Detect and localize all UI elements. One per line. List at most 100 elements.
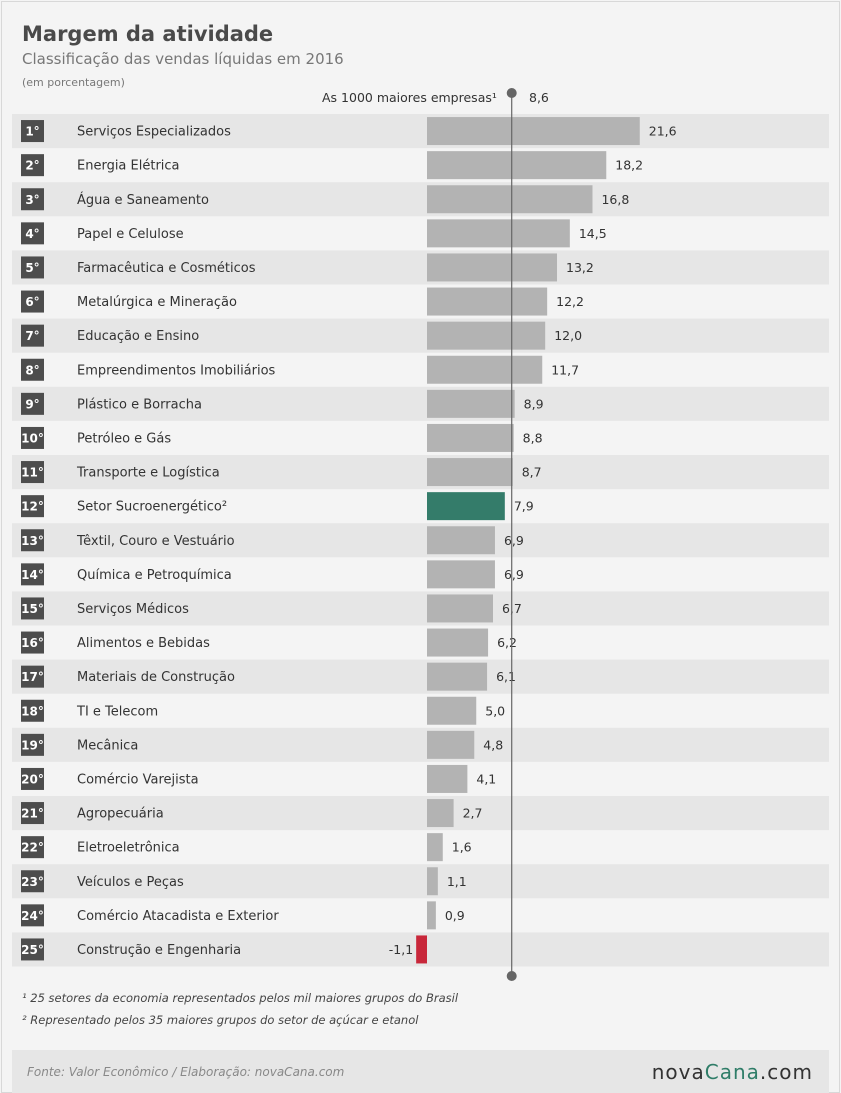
rank-badge: [21, 904, 44, 927]
category-label: Construção e Engenharia: [77, 943, 241, 958]
rank-label: 13°: [21, 534, 44, 548]
bar-20: [427, 764, 468, 793]
novacana-logo: novaCana.com: [651, 1060, 813, 1084]
bar-16: [427, 628, 489, 657]
rank-label: 25°: [21, 943, 44, 957]
category-label: Materiais de Construção: [77, 670, 235, 685]
row-band: [12, 727, 829, 762]
value-label: 16,8: [601, 192, 629, 207]
value-label: 7,9: [514, 499, 534, 514]
rank-label: 15°: [21, 602, 44, 616]
rank-badge: [21, 188, 44, 211]
rank-badge: [21, 358, 44, 381]
rank-label: 8°: [25, 363, 39, 377]
rank-badge: [21, 426, 44, 449]
rank-badge: [21, 290, 44, 313]
rank-label: 10°: [21, 431, 44, 445]
rank-label: 19°: [21, 738, 44, 752]
value-label: 11,7: [551, 362, 579, 377]
rank-badge: [21, 699, 44, 722]
bar-1: [427, 117, 640, 146]
bar-24: [427, 901, 436, 930]
bar-4: [427, 219, 570, 248]
footnote-2: ² Representado pelos 35 maiores grupos d…: [22, 1013, 419, 1027]
value-label: 8,8: [523, 430, 543, 445]
value-label: 6,9: [504, 533, 524, 548]
value-label: 21,6: [649, 124, 677, 139]
value-label: 8,7: [522, 465, 542, 480]
row-band: [12, 796, 829, 831]
rank-label: 20°: [21, 772, 44, 786]
bar-6: [427, 287, 548, 316]
rank-badge: [21, 461, 44, 484]
category-label: Energia Elétrica: [77, 159, 180, 174]
row-band: [12, 523, 829, 558]
category-label: Educação e Ensino: [77, 329, 199, 344]
bar-3: [427, 185, 593, 214]
value-label: 4,8: [483, 737, 503, 752]
rank-label: 24°: [21, 909, 44, 923]
bar-5: [427, 253, 558, 282]
category-label: Petróleo e Gás: [77, 431, 171, 446]
row-band: [12, 455, 829, 490]
category-label: Química e Petroquímica: [77, 568, 232, 583]
rank-badge: [21, 597, 44, 620]
source-credit: Fonte: Valor Econômico / Elaboração: nov…: [27, 1065, 345, 1079]
value-label: 1,1: [447, 874, 467, 889]
rank-badge: [21, 529, 44, 552]
row-band: [12, 114, 829, 149]
category-label: Serviços Especializados: [77, 125, 231, 140]
category-label: Veículos e Peças: [77, 875, 184, 890]
bar-2: [427, 151, 607, 180]
reference-line-top-dot: [506, 88, 517, 98]
rank-label: 17°: [21, 670, 44, 684]
bar-chart: 1° Serviços Especializados 21,6 2° Energia E…: [12, 88, 829, 981]
rank-badge: [21, 392, 44, 415]
bar-18: [427, 696, 477, 725]
reference-line-label: As 1000 maiores empresas¹: [322, 90, 497, 105]
rank-badge: [21, 767, 44, 790]
rank-label: 3°: [25, 193, 39, 207]
bar-21: [427, 799, 454, 828]
category-label: Agropecuária: [77, 807, 164, 822]
rank-label: 18°: [21, 704, 44, 718]
rank-label: 7°: [25, 329, 39, 343]
rank-badge: [21, 324, 44, 347]
value-label: 1,6: [452, 840, 472, 855]
reference-line-bottom-dot: [506, 971, 517, 981]
value-label: 5,0: [485, 703, 505, 718]
bar-11: [427, 458, 513, 487]
rank-label: 1°: [25, 125, 39, 139]
bar-23: [427, 867, 438, 896]
rank-label: 5°: [25, 261, 39, 275]
rank-label: 21°: [21, 807, 44, 821]
bar-14: [427, 560, 495, 589]
bar-15: [427, 594, 493, 623]
chart-subtitle: Classificação das vendas líquidas em 201…: [22, 50, 344, 68]
rank-label: 4°: [25, 227, 39, 241]
value-label: 2,7: [463, 806, 483, 821]
value-label: 0,9: [445, 908, 465, 923]
category-label: Empreendimentos Imobiliários: [77, 363, 276, 378]
footnote-1: ¹ 25 setores da economia representados p…: [22, 991, 459, 1005]
bar-9: [427, 389, 515, 418]
bar-19: [427, 730, 475, 759]
rank-badge: [21, 563, 44, 586]
category-label: TI e Telecom: [76, 704, 158, 719]
category-label: Setor Sucroenergético²: [77, 500, 227, 515]
bar-17: [427, 662, 488, 691]
bar-12: [427, 492, 505, 521]
bar-13: [427, 526, 495, 555]
rank-badge: [21, 495, 44, 518]
category-label: Farmacêutica e Cosméticos: [77, 261, 256, 276]
rank-badge: [21, 665, 44, 688]
rank-label: 11°: [21, 466, 44, 480]
value-label: 6,2: [497, 635, 517, 650]
value-label: -1,1: [389, 942, 413, 957]
value-label: 6,1: [496, 669, 516, 684]
row-band: [12, 250, 829, 285]
rank-badge: [21, 870, 44, 893]
category-label: Alimentos e Bebidas: [77, 636, 210, 651]
row-band: [12, 659, 829, 694]
rank-badge: [21, 938, 44, 961]
